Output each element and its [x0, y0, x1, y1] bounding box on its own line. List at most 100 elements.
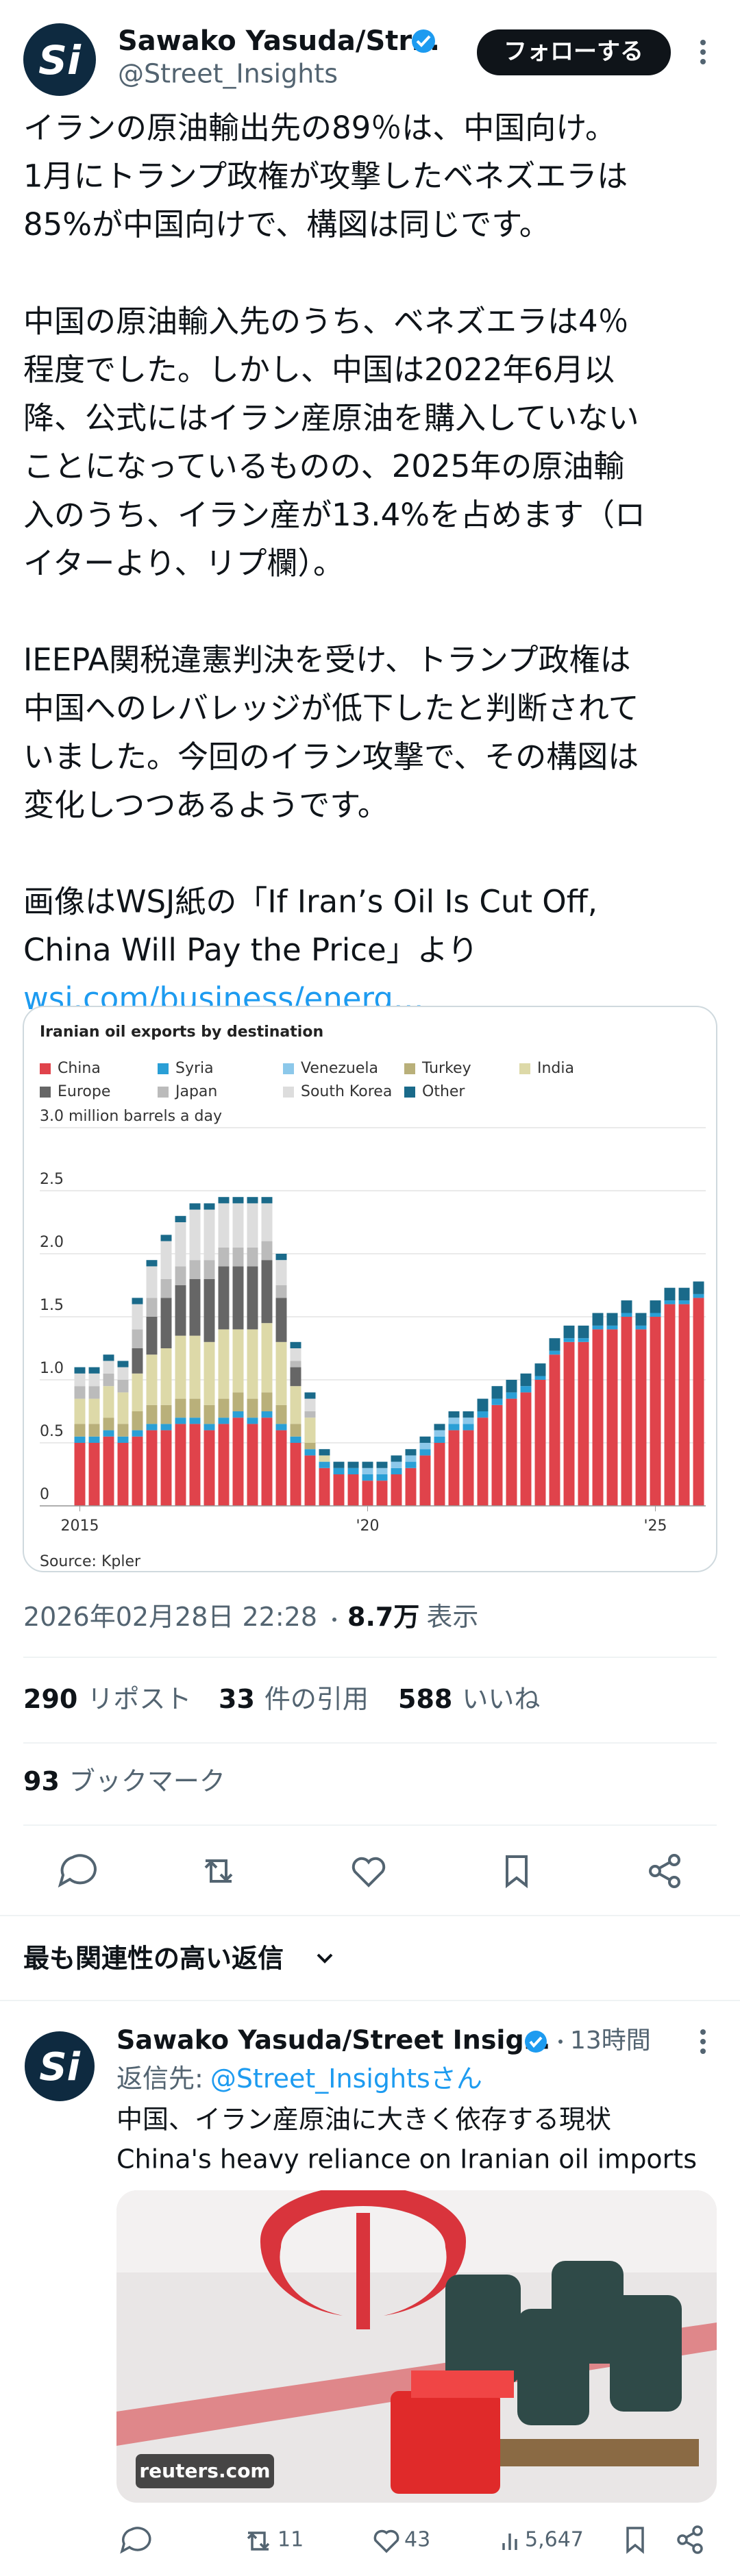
body-line: ことになっているものの、2025年の原油輸 — [23, 448, 624, 484]
bar-segment — [491, 1386, 503, 1399]
bar-segment — [261, 1197, 273, 1204]
bar-segment — [275, 1260, 287, 1285]
bar-segment — [448, 1417, 460, 1424]
bar-segment — [506, 1392, 517, 1399]
bar-segment — [204, 1260, 215, 1279]
bar-segment — [333, 1467, 345, 1474]
body-line: 変化しつつあるようです。 — [23, 787, 388, 823]
body-line: China Will Pay the Price」より — [23, 932, 478, 968]
bar-segment — [621, 1300, 632, 1313]
bar-segment — [434, 1430, 445, 1437]
follow-button[interactable] — [477, 29, 671, 75]
avatar[interactable] — [23, 23, 96, 96]
bar-segment — [261, 1203, 273, 1241]
bar-segment — [405, 1449, 417, 1456]
reply-to-handle[interactable]: @Street_Insightsさん — [210, 2064, 482, 2094]
view-count: 5,647 — [525, 2528, 584, 2552]
bar-segment — [103, 1361, 114, 1374]
bar-segment — [261, 1260, 273, 1324]
legend-label: China — [58, 1060, 101, 1077]
bar-segment — [304, 1411, 316, 1418]
chart: Iranian oil exports by destination China S… — [40, 1024, 706, 1570]
bar-segment — [218, 1203, 230, 1248]
bar-segment — [218, 1247, 230, 1267]
bar-segment — [376, 1461, 388, 1468]
body-line: 中国へのレバレッジが低下したと判断されて — [23, 690, 639, 726]
bookmark-icon[interactable] — [626, 2527, 644, 2554]
bar-segment — [448, 1430, 460, 1506]
bar-segment — [304, 1455, 316, 1506]
bar-segment — [650, 1300, 661, 1313]
stat-count: 588 — [398, 1684, 452, 1714]
bar-segment — [247, 1398, 258, 1418]
bar-segment — [88, 1373, 100, 1387]
bar-segment — [290, 1443, 301, 1506]
reply-image[interactable]: reuters.com — [116, 2185, 717, 2503]
author-handle[interactable]: @Street_Insights — [118, 59, 338, 89]
follow-label[interactable]: フォローする — [504, 38, 643, 66]
bar-segment — [693, 1298, 704, 1506]
stats: 290 リポスト 33 件の引用 588 いいね 93 ブックマーク — [23, 1684, 540, 1796]
bar-segment — [405, 1461, 417, 1468]
bar-segment — [304, 1443, 316, 1450]
bar-segment — [74, 1443, 86, 1506]
more-menu[interactable] — [700, 2029, 706, 2054]
share-icon[interactable] — [677, 2525, 703, 2554]
repost-icon[interactable] — [204, 1859, 233, 1883]
bar-segment — [434, 1424, 445, 1431]
views-icon[interactable] — [502, 2534, 517, 2550]
bar-segment — [146, 1260, 158, 1267]
bar-segment — [290, 1361, 301, 1367]
bar-segment — [290, 1341, 301, 1348]
share-icon[interactable] — [649, 1854, 680, 1888]
bar-segment — [232, 1329, 244, 1393]
legend-swatch — [158, 1087, 169, 1098]
bar-segment — [74, 1436, 86, 1443]
bar-segment — [117, 1443, 129, 1506]
reply-author[interactable]: Sawako Yasuda/Street Insig… — [116, 2025, 550, 2055]
bar-segment — [132, 1436, 143, 1506]
bar-segment — [189, 1417, 201, 1424]
reply-icon[interactable] — [120, 2527, 151, 2554]
chevron[interactable] — [317, 1953, 333, 1964]
like-icon[interactable] — [352, 1857, 386, 1887]
bar-segment — [247, 1197, 258, 1204]
bar-segment — [606, 1325, 618, 1330]
body-line: 中国の原油輸入先のうち、ベネズエラは4％ — [23, 303, 629, 339]
legend-label: Venezuela — [301, 1060, 378, 1077]
more-menu[interactable] — [700, 40, 706, 64]
repost-icon[interactable] — [247, 2531, 270, 2551]
bar-segment — [477, 1417, 489, 1506]
bar-segment — [175, 1424, 186, 1506]
author-name[interactable]: Sawako Yasuda/Str… — [118, 25, 439, 57]
bar-segment — [405, 1467, 417, 1506]
stat: 33 件の引用 — [219, 1684, 369, 1714]
bar-segment — [549, 1350, 560, 1355]
repost-count: 11 — [278, 2528, 304, 2552]
bar-segment — [204, 1404, 215, 1424]
bar-segment — [146, 1354, 158, 1405]
like-icon[interactable] — [373, 2529, 399, 2553]
bar-segment — [275, 1404, 287, 1424]
reply-icon[interactable] — [58, 1854, 97, 1888]
bar-segment — [333, 1474, 345, 1506]
bar-segment — [175, 1266, 186, 1285]
chart-title: Iranian oil exports by destination — [40, 1024, 323, 1041]
reply-avatar[interactable] — [25, 2031, 95, 2101]
timestamp: 2026年02月28日 22:28 — [23, 1602, 317, 1632]
bar-segment — [74, 1386, 86, 1399]
bar-segment — [463, 1417, 474, 1424]
bar-segment — [160, 1241, 172, 1279]
replies-sort[interactable]: 最も関連性の高い返信 — [23, 1944, 284, 1974]
body-line: イランの原油輸出先の89％は、中国向け。 — [23, 110, 616, 146]
stat: 290 リポスト — [23, 1684, 191, 1714]
bar-segment — [664, 1304, 676, 1506]
y-tick-label: 0.5 — [40, 1423, 64, 1440]
bar-segment — [232, 1203, 244, 1248]
bookmark-icon[interactable] — [506, 1855, 528, 1889]
bar-segment — [290, 1424, 301, 1437]
bar-segment — [347, 1461, 359, 1468]
verified-check — [529, 2036, 543, 2048]
bar-segment — [146, 1317, 158, 1355]
bar-segment — [376, 1474, 388, 1481]
